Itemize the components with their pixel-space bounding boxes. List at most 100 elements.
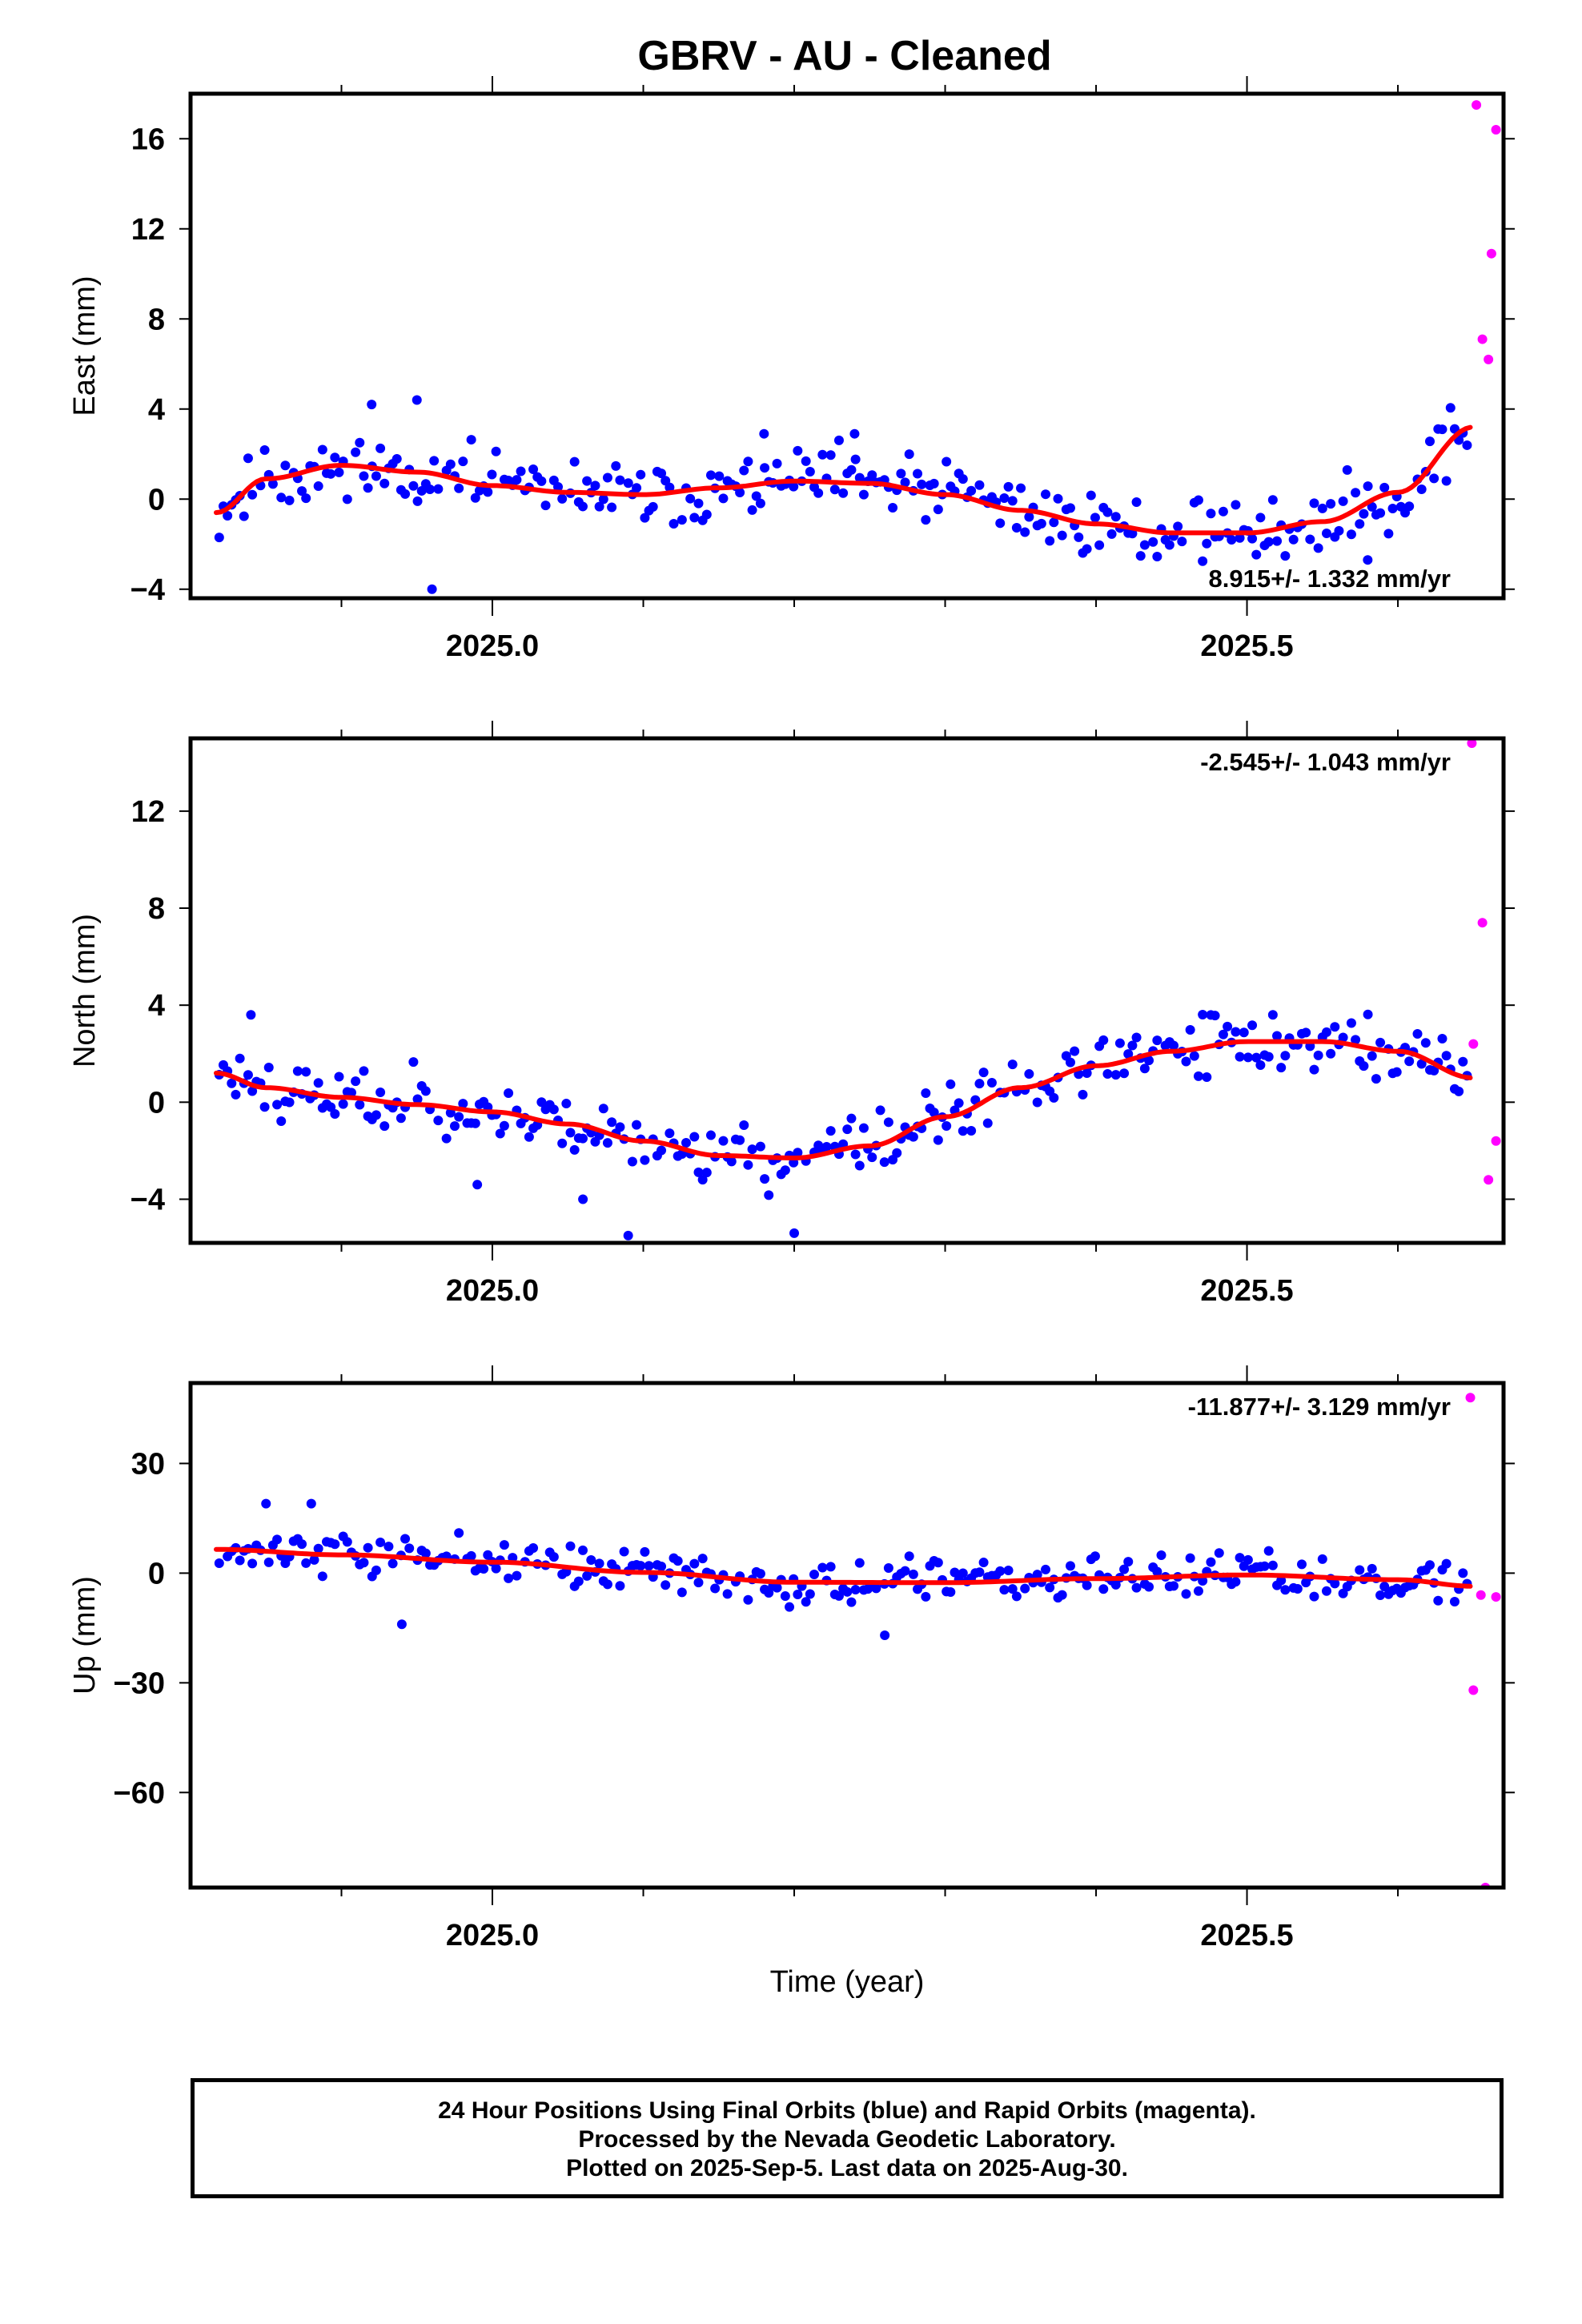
y-tick-label: 0: [148, 1557, 165, 1590]
final-point: [1024, 1069, 1034, 1080]
final-point: [1065, 1057, 1075, 1068]
x-tick-label: 2025.5: [1200, 1919, 1293, 1952]
final-point: [499, 1540, 509, 1550]
y-tick-label: 4: [148, 393, 165, 427]
final-point: [1326, 1048, 1336, 1059]
final-point: [235, 1053, 245, 1063]
final-point: [805, 1589, 815, 1599]
final-point: [661, 1580, 671, 1590]
final-point: [921, 1591, 931, 1602]
final-point: [1131, 1582, 1142, 1593]
final-point: [718, 1136, 729, 1146]
x-axis-label: Time (year): [770, 1965, 925, 1999]
x-tick-label: 2025.5: [1200, 629, 1293, 663]
final-point: [408, 480, 419, 491]
final-point: [789, 481, 799, 492]
final-point: [383, 1542, 394, 1552]
final-point: [1041, 1564, 1051, 1574]
final-point: [375, 1088, 386, 1098]
final-point: [1321, 1586, 1331, 1596]
final-point: [1375, 1590, 1386, 1601]
final-point: [367, 400, 377, 410]
final-point: [1181, 1589, 1191, 1599]
final-point: [760, 1174, 770, 1184]
final-point: [636, 1561, 646, 1571]
final-point: [883, 1117, 893, 1128]
final-point: [735, 1135, 745, 1145]
final-point: [974, 1567, 985, 1578]
final-point: [825, 450, 836, 460]
final-point: [1351, 488, 1361, 498]
final-point: [693, 1578, 704, 1588]
final-point: [942, 456, 952, 467]
footer-line-1: 24 Hour Positions Using Final Orbits (bl…: [438, 2097, 1256, 2124]
final-point: [1416, 485, 1427, 495]
final-point: [301, 1067, 311, 1077]
final-point: [429, 456, 440, 466]
final-point: [412, 496, 423, 506]
final-point: [1049, 517, 1059, 528]
final-point: [433, 1116, 444, 1126]
final-point: [1437, 424, 1447, 435]
rate-label-east: 8.915+/- 1.332 mm/yr: [1209, 565, 1451, 593]
final-point: [1007, 496, 1018, 506]
footer-line-2: Processed by the Nevada Geodetic Laborat…: [578, 2126, 1116, 2153]
final-point: [301, 493, 311, 504]
final-point: [267, 479, 278, 489]
rate-label-up: -11.877+/- 3.129 mm/yr: [1188, 1393, 1451, 1421]
final-point: [1375, 1037, 1386, 1047]
final-point: [838, 488, 849, 498]
final-point: [946, 1079, 956, 1089]
final-point: [466, 1550, 476, 1561]
final-point: [1247, 1020, 1258, 1031]
panel-frame: [188, 1381, 1506, 1890]
final-point: [1198, 556, 1208, 566]
final-point: [1239, 1027, 1249, 1038]
final-point: [705, 470, 716, 480]
final-point: [1338, 496, 1348, 506]
final-point: [942, 1121, 952, 1132]
final-point: [747, 1144, 757, 1155]
final-point: [1007, 1584, 1018, 1594]
final-point: [772, 1582, 782, 1593]
final-point: [718, 493, 729, 504]
final-point: [1078, 1089, 1088, 1100]
x-tick-label: 2025.5: [1200, 1274, 1293, 1308]
final-point: [904, 449, 914, 460]
final-point: [896, 468, 906, 479]
final-point: [1309, 1064, 1319, 1075]
final-point: [850, 1585, 861, 1595]
final-point: [1255, 513, 1266, 523]
final-point: [1177, 537, 1187, 547]
final-point: [594, 501, 604, 512]
final-point: [1424, 1560, 1435, 1570]
final-point: [272, 1534, 283, 1545]
panel-east: 2025.0 2025.5 −4 0 4 8 12 16 East (mm) 8.915+/- 1…: [68, 76, 1515, 663]
final-point: [1007, 1059, 1018, 1070]
final-point: [379, 1121, 390, 1132]
final-point: [974, 480, 985, 490]
final-point: [615, 475, 625, 485]
final-point: [565, 1541, 576, 1551]
final-point: [883, 1562, 893, 1573]
final-point: [697, 1554, 708, 1564]
y-tick-label: −60: [114, 1776, 165, 1810]
final-point: [412, 395, 422, 405]
final-point: [433, 484, 444, 494]
final-point: [445, 459, 456, 469]
final-point: [982, 1118, 993, 1128]
final-point: [1235, 1051, 1245, 1062]
final-point: [689, 513, 700, 523]
final-point: [908, 1569, 918, 1579]
final-point: [483, 487, 493, 497]
final-point: [623, 478, 633, 489]
final-point: [375, 1537, 386, 1547]
final-point: [1102, 1069, 1113, 1080]
final-point: [1363, 1009, 1373, 1019]
final-point: [858, 1123, 869, 1133]
final-point: [602, 1579, 612, 1590]
final-point: [1309, 1591, 1319, 1602]
final-point: [1404, 1056, 1415, 1067]
final-point: [656, 468, 667, 479]
final-point: [412, 1094, 423, 1104]
